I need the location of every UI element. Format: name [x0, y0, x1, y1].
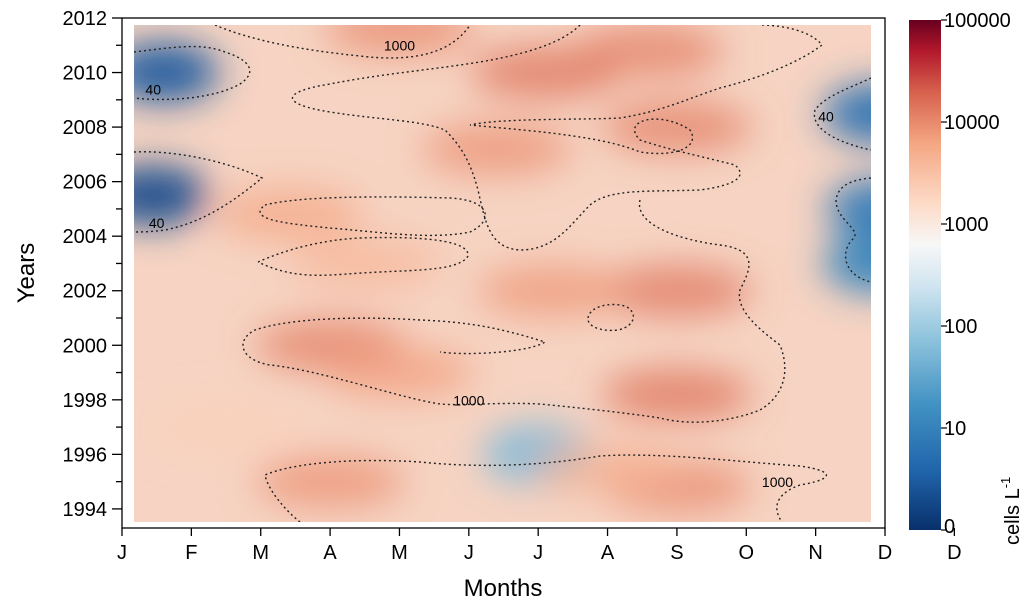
y-axis: 1994 1996 1998 2000 2002 2004 2006 2008 2010 2012	[63, 8, 122, 521]
heatmap-blob	[826, 179, 871, 239]
y-tick-label: 2002	[63, 281, 108, 303]
heatmap-blob	[324, 25, 475, 55]
heatmap-blob	[151, 401, 302, 454]
contour-label: 40	[818, 109, 834, 125]
y-tick-label: 2008	[63, 117, 108, 139]
heatmap-blob	[601, 368, 752, 421]
y-tick-label: 2000	[63, 335, 108, 357]
colorbar-tick-label: 10000	[944, 112, 1000, 134]
x-tick-label: J	[464, 542, 474, 564]
heatmap-blob	[324, 346, 475, 399]
x-tick-label: F	[185, 542, 197, 564]
colorbar-tick-label: 10	[944, 418, 966, 440]
colorbar-gradient	[909, 20, 941, 530]
contour-label: 1000	[384, 38, 415, 54]
contour-1000-mid	[242, 199, 786, 423]
contour-label: 1000	[453, 392, 484, 408]
x-tick-label: D	[947, 542, 961, 564]
x-tick-label: N	[808, 542, 822, 564]
y-tick-label: 2006	[63, 172, 108, 194]
y-tick-label: 2004	[63, 226, 108, 248]
heatmap-blob	[421, 122, 572, 175]
colorbar-label-text: cells L	[1002, 488, 1024, 545]
heatmap-blob	[289, 237, 440, 290]
contour-labels: 40 40 40 1000 1000 1000	[145, 38, 834, 490]
x-axis-label: Months	[464, 575, 543, 602]
heatmap-features	[134, 25, 871, 514]
x-tick-label: O	[738, 542, 754, 564]
contour-label: 40	[149, 215, 165, 231]
y-tick-label: 2012	[63, 8, 108, 30]
x-tick-label: S	[670, 542, 683, 564]
contour-1000-ellipse-2001	[587, 303, 634, 332]
contour-label: 40	[145, 81, 161, 97]
colorbar-label-exponent: -1	[998, 477, 1013, 489]
heatmap-blob	[477, 264, 628, 317]
heatmap-blob	[255, 455, 406, 508]
x-tick-label: D	[878, 542, 892, 564]
contour-label: 1000	[762, 474, 793, 490]
y-tick-label: 1996	[63, 444, 108, 466]
heatmap-blob	[134, 42, 219, 103]
colorbar-label: cells L-1	[998, 477, 1024, 545]
x-tick-label: M	[252, 542, 269, 564]
x-tick-label: J	[533, 542, 543, 564]
colorbar-tick-label: 100000	[944, 10, 1011, 32]
x-tick-label: J	[117, 542, 127, 564]
x-tick-label: A	[323, 542, 337, 564]
y-tick-label: 2010	[63, 63, 108, 85]
contour-1000-top	[214, 25, 471, 59]
contour-40-jan-2006	[134, 151, 264, 233]
contour-1000-bottom	[264, 454, 827, 522]
y-tick-label: 1998	[63, 390, 108, 412]
heatmap-blob	[213, 188, 364, 241]
heatmap-area	[134, 25, 871, 522]
colorbar-tick-label: 1000	[944, 214, 989, 236]
contour-lines	[134, 25, 871, 522]
x-tick-label: M	[391, 542, 408, 564]
heatmap-blob	[601, 264, 752, 317]
contour-1000-upper	[292, 25, 823, 251]
colorbar: 0 10 100 1000 10000 100000 cells L-1	[909, 10, 1024, 545]
contour-1000-2005	[259, 196, 486, 237]
x-tick-label: A	[601, 542, 615, 564]
colorbar-tick-label: 100	[944, 316, 977, 338]
y-axis-label: Years	[13, 243, 40, 304]
y-tick-label: 1994	[63, 499, 108, 521]
contour-40-dec-2008	[813, 77, 871, 151]
heatmap-blob	[823, 83, 871, 144]
plot-frame	[121, 17, 886, 529]
colorbar-tick-label: 0	[944, 516, 955, 538]
contour-40-dec-2005	[835, 177, 871, 283]
heatmap-blob	[532, 442, 683, 494]
heatmap-blob	[601, 101, 752, 154]
heatmap-blob	[134, 165, 209, 226]
colorbar-ticks: 0 10 100 1000 10000 100000	[941, 10, 1011, 538]
heatmap-blob	[574, 25, 725, 77]
